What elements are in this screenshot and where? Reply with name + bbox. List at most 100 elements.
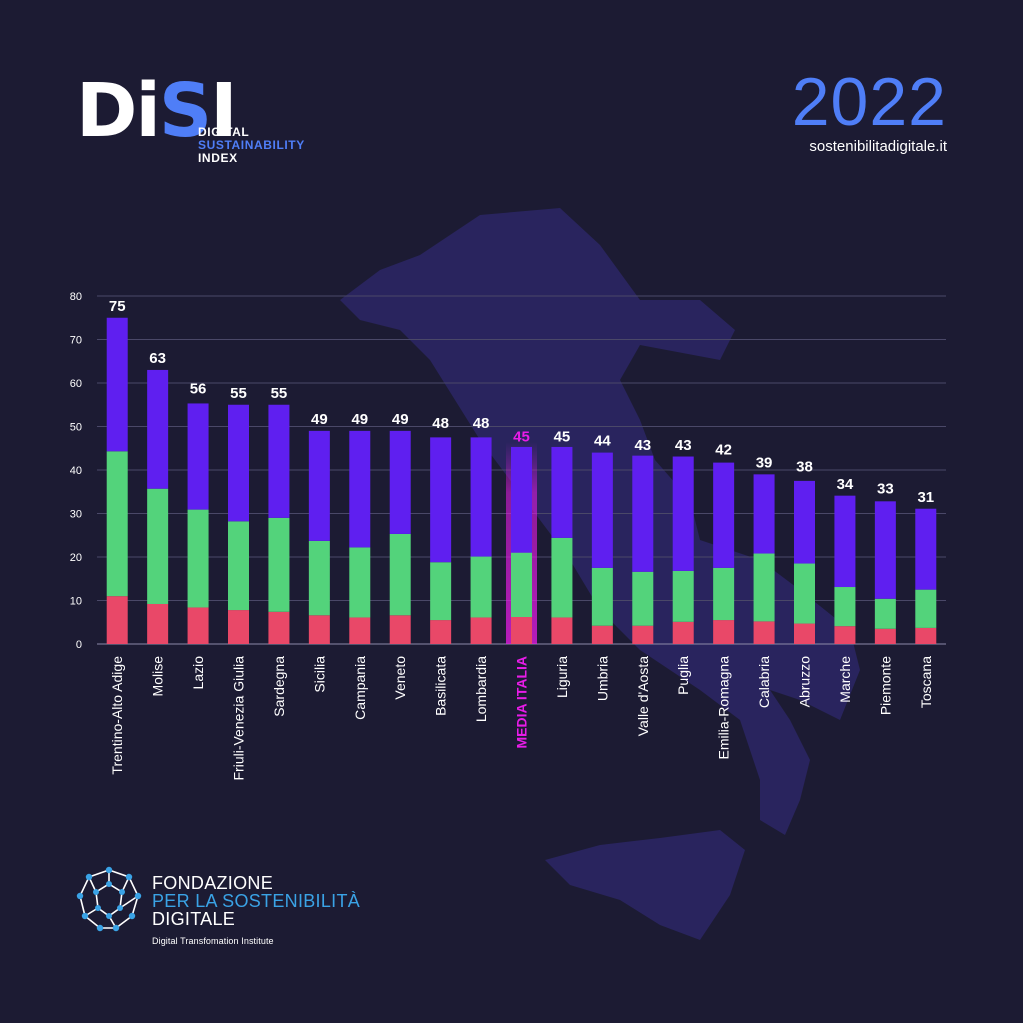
bar-segment [672,621,694,644]
bar-segment [551,446,573,538]
data-label: 31 [917,489,934,506]
bar-segment [753,621,775,644]
data-label: 55 [271,385,288,402]
bar-segment [308,615,330,644]
bar-segment [551,537,573,618]
bar-segment [349,617,371,644]
bar-segment [430,620,452,644]
bar-segment [915,508,937,590]
y-tick-label: 70 [70,335,82,347]
data-label: 43 [634,437,651,454]
y-tick-label: 80 [70,291,82,303]
bar-segment [834,587,856,627]
category-label: Toscana [918,656,934,708]
disi-logo: DiSI DIGITAL SUSTAINABILITY INDEX [76,74,316,174]
category-label: Valle d'Aosta [635,656,651,736]
bar-segment [915,627,937,644]
bar-segment [511,617,532,644]
bar-segment [874,501,896,599]
logo-line-2: SUSTAINABILITY [198,138,305,152]
data-label: 34 [837,476,854,493]
category-label: Campania [352,656,368,720]
bar-segment [834,626,856,644]
bar-segment [389,533,411,616]
bar-segment [268,517,290,612]
data-label: 56 [190,380,207,397]
year-label: 2022 [791,64,947,140]
bar-segment [470,437,492,557]
bar-segment [591,452,613,568]
data-label: 49 [392,411,409,428]
bar-segment [389,430,411,534]
logo-subtitle: DIGITAL SUSTAINABILITY INDEX [198,126,305,165]
category-label: Emilia-Romagna [716,656,732,760]
bar-segment [672,570,694,622]
bar-segment [228,521,249,611]
logo-line-1: DIGITAL [198,125,250,139]
bar-segment [470,617,492,644]
data-label: 49 [311,411,328,428]
bar-segment [106,596,128,644]
bar-segment [753,553,775,622]
bar-segment [430,437,452,563]
bar-segment [511,446,532,553]
bar-segment [551,617,573,644]
bar-segment [834,495,856,588]
bar-segment [106,451,128,597]
foundation-name: FONDAZIONE PER LA SOSTENIBILITÀ DIGITALE… [152,874,360,950]
y-tick-label: 60 [70,378,82,390]
bar-segment [268,611,290,644]
category-label: Trentino-Alto Adige [109,656,125,775]
category-label: Lombardia [473,656,489,722]
category-label: Marche [837,656,853,703]
bar-segment [511,552,532,618]
bar-segment [632,455,654,572]
data-label: 42 [715,441,732,458]
data-label: 63 [149,350,166,367]
bar-segment [874,628,896,644]
y-tick-label: 40 [70,465,82,477]
website-link[interactable]: sostenibilitadigitale.it [809,138,947,155]
network-globe-icon [76,866,142,932]
bar-segment [632,625,654,644]
bar-segment [106,317,128,452]
y-tick-label: 20 [70,552,82,564]
logo-wordmark: DiSI [76,74,238,148]
foundation-logo: FONDAZIONE PER LA SOSTENIBILITÀ DIGITALE… [76,866,396,946]
bar-segment [713,620,735,644]
bar-segment [591,567,613,626]
category-label: Piemonte [877,656,893,715]
category-label: Veneto [392,656,408,700]
data-label: 39 [756,454,773,471]
y-tick-label: 0 [76,639,82,651]
data-label: 75 [109,298,126,315]
category-label: Calabria [756,656,772,708]
bar-segment [389,615,411,644]
data-label: 38 [796,459,813,476]
bar-segment [308,540,330,616]
category-label: Sicilia [311,656,327,693]
bar-segment [187,607,209,644]
category-label: Puglia [675,656,691,695]
foundation-line-3: DIGITALE [152,909,236,929]
bar-segment [915,589,937,628]
data-label: 55 [230,385,247,402]
bar-segment [268,404,290,518]
bar-segment [187,403,209,510]
foundation-tagline: Digital Transfomation Institute [152,936,274,946]
bar-segment [794,563,815,624]
category-label: Lazio [190,656,206,690]
bar-segment [349,547,371,618]
bar-segment [874,598,896,629]
sicily-shape [545,830,745,940]
category-label: Friuli-Venezia Giulia [231,656,247,781]
y-tick-label: 50 [70,422,82,434]
logo-word: DiSI [76,68,238,154]
bar-segment [147,369,169,489]
bar-segment [308,430,330,541]
bar-segment [632,571,654,626]
bar-segment [147,488,169,604]
bar-segment [228,610,249,644]
logo-line-3: INDEX [198,151,238,165]
